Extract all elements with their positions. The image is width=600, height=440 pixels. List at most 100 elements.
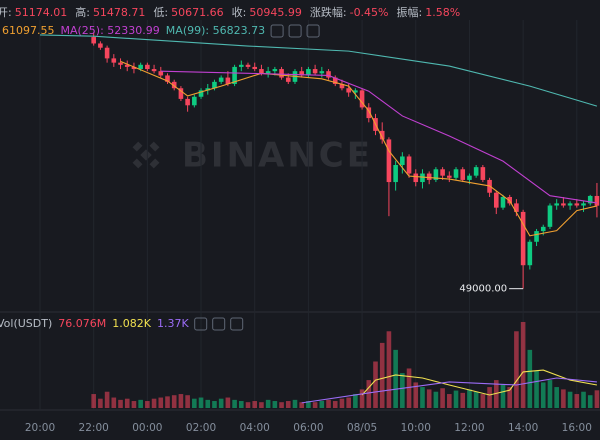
volume-bar — [118, 399, 123, 408]
candle-body — [171, 81, 177, 89]
candle-body — [561, 203, 566, 206]
ohlc-label: 低: — [153, 6, 168, 19]
candle-body — [467, 175, 472, 180]
volume-bar — [265, 399, 271, 408]
volume-bar — [279, 402, 284, 408]
candle-body — [158, 71, 164, 76]
volume-label: 1.37K — [157, 317, 189, 330]
candle-body — [218, 77, 224, 82]
ohlc-label: 收: — [232, 5, 247, 19]
candle-body — [594, 195, 600, 206]
volume-bar — [192, 398, 197, 408]
candle-body — [413, 173, 419, 183]
volume-bar — [151, 398, 157, 408]
candle-body — [447, 175, 452, 178]
candle-body — [400, 156, 405, 165]
x-tick-label: 16:00 — [562, 422, 592, 434]
x-tick-label: 12:00 — [454, 422, 484, 434]
volume-bar — [366, 380, 372, 408]
volume-bar — [339, 398, 345, 408]
candle-body — [198, 90, 204, 97]
candle-body — [547, 205, 553, 227]
volume-bar — [393, 349, 398, 408]
candle-body — [353, 90, 358, 93]
candle-body — [192, 96, 197, 106]
candle-body — [520, 211, 526, 266]
ma-line — [160, 70, 598, 204]
volume-bar — [406, 368, 412, 408]
volume-ma-line — [361, 369, 598, 396]
candle-body — [346, 88, 351, 93]
candle-body — [205, 88, 211, 91]
volume-bar — [440, 388, 445, 408]
volume-bar — [171, 395, 177, 408]
volume-bar — [561, 389, 566, 408]
candle-body — [104, 47, 110, 59]
volume-bar — [534, 370, 539, 408]
watermark: BINANCE — [182, 136, 373, 176]
volume-bar — [487, 387, 492, 408]
volume-bar — [359, 389, 365, 408]
candle-body — [500, 196, 506, 208]
candle-body — [91, 37, 96, 44]
ohlc-label: 高: — [75, 5, 90, 19]
ohlc-value: 51478.71 — [93, 6, 146, 19]
ohlc-label: 振幅: — [397, 5, 423, 19]
volume-bar — [306, 401, 311, 408]
candle-body — [131, 66, 137, 70]
volume-bar — [346, 397, 351, 408]
volume-bar — [547, 380, 553, 408]
volume-bar — [379, 342, 385, 408]
icon-button — [288, 24, 302, 38]
ma-line — [39, 34, 598, 107]
candle-body — [359, 90, 365, 108]
ma-line — [120, 60, 598, 237]
candle-body — [574, 203, 580, 206]
candle-body — [245, 64, 251, 67]
volume-bar — [332, 401, 338, 408]
volume-bar — [507, 387, 512, 408]
volume-bar — [574, 394, 580, 408]
volume-bar — [178, 394, 184, 408]
volume-bar — [232, 399, 237, 408]
ohlc-value: 1.58% — [425, 6, 460, 19]
volume-bar — [480, 394, 486, 408]
x-tick-label: 14:00 — [508, 422, 538, 434]
volume-bar — [138, 399, 143, 408]
candle-body — [151, 69, 157, 72]
candle-body — [111, 58, 117, 63]
volume-bar — [185, 395, 190, 408]
volume-bar — [312, 402, 318, 408]
volume-bar — [158, 397, 164, 408]
volume-bar — [225, 397, 231, 408]
x-tick-label: 08/05 — [347, 422, 377, 434]
candle-body — [433, 169, 439, 180]
volume-label: 76.076M — [58, 317, 106, 330]
candle-body — [178, 88, 184, 99]
volume-bar — [319, 401, 325, 408]
low-marker-label: 49000.00 — [459, 284, 507, 295]
volume-bars — [91, 321, 600, 408]
candle-body — [480, 167, 486, 180]
candle-body — [165, 75, 170, 82]
candle-body — [514, 203, 519, 212]
icon-button — [230, 317, 244, 331]
candle-body — [460, 169, 466, 180]
candle-body — [453, 169, 459, 178]
volume-bar — [420, 387, 425, 408]
volume-bar — [493, 380, 499, 408]
ohlc-label: 开: — [0, 6, 12, 19]
candle-body — [252, 66, 258, 70]
ma-label: 61097.55 — [2, 24, 55, 37]
volume-bar — [554, 387, 559, 408]
volume-bar — [540, 382, 546, 408]
x-tick-label: 20:00 — [25, 422, 55, 434]
ohlc-value: -0.45% — [350, 6, 389, 19]
volume-bar — [426, 389, 432, 408]
volume-bar — [594, 390, 600, 408]
candle-body — [98, 43, 103, 48]
candle-body — [259, 69, 264, 74]
icon-button — [270, 24, 284, 38]
candle-body — [265, 71, 271, 74]
